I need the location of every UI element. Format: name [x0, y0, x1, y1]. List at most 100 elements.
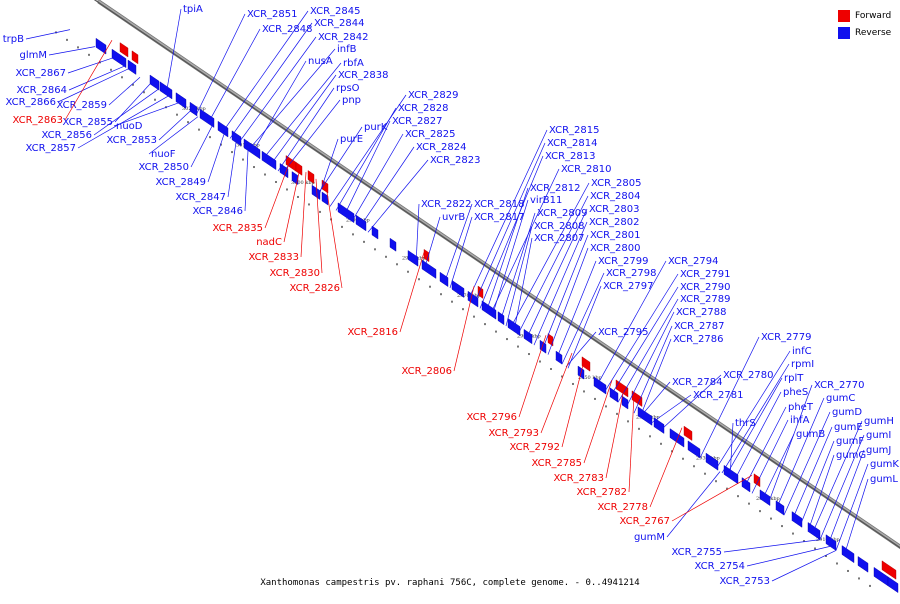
reverse-leader-line	[499, 212, 536, 323]
reverse-gene-label: uvrB	[442, 212, 465, 223]
reverse-leader-line	[244, 150, 249, 212]
forward-leader-line	[64, 39, 113, 121]
reverse-gene-label: XCR_2842	[318, 32, 369, 43]
track-dot	[682, 457, 684, 460]
reverse-leader-line	[595, 260, 667, 388]
reverse-gene-label: XCR_2814	[547, 138, 598, 149]
reverse-leader-line	[843, 478, 869, 557]
reverse-gene-label: XCR_2846	[192, 206, 243, 217]
reverse-leader-line	[415, 203, 420, 265]
track-dot	[429, 285, 431, 288]
track-dot	[704, 472, 706, 475]
reverse-gene-label: gumG	[836, 450, 866, 461]
track-dot	[176, 113, 178, 116]
forward-leader-line	[399, 252, 425, 333]
reverse-leader-line	[467, 129, 548, 301]
track-dot	[220, 143, 222, 146]
reverse-gene-label: gumE	[834, 422, 863, 433]
reverse-leader-line	[247, 48, 336, 151]
reverse-gene-block	[705, 452, 719, 471]
forward-leader-line	[518, 335, 547, 418]
reverse-leader-line	[190, 125, 213, 168]
track-dot	[110, 68, 112, 71]
reverse-gene-label: gumM	[634, 532, 665, 543]
reverse-leader-line	[229, 22, 313, 139]
reverse-leader-line	[148, 116, 199, 155]
reverse-gene-block	[807, 522, 821, 540]
reverse-gene-label: gumJ	[866, 445, 891, 456]
reverse-leader-line	[505, 225, 533, 327]
track-dot	[550, 368, 552, 370]
reverse-leader-line	[359, 146, 415, 227]
reverse-leader-line	[443, 203, 473, 285]
reverse-leader-line	[633, 325, 673, 414]
reverse-gene-label: XCR_2770	[814, 380, 865, 391]
tick-label: 2950 kbp	[578, 375, 602, 381]
reverse-leader-line	[479, 155, 544, 309]
reverse-leader-line	[729, 422, 734, 479]
track-dot	[759, 510, 761, 513]
reverse-gene-block	[759, 489, 771, 506]
reverse-leader-line	[165, 8, 182, 95]
forward-gene-block	[615, 379, 629, 398]
reverse-gene-label: XCR_2753	[719, 576, 770, 587]
track-dot	[187, 121, 189, 124]
reverse-gene-label: XCR_2798	[606, 268, 657, 279]
forward-gene-label: XCR_2778	[597, 502, 648, 513]
track-dot	[583, 390, 585, 393]
track-dot	[407, 270, 409, 273]
legend-label-reverse: Reverse	[855, 27, 892, 38]
track-dot	[627, 420, 629, 423]
reverse-leader-line	[699, 336, 760, 459]
track-dot	[649, 435, 651, 438]
track-dot	[572, 382, 574, 385]
reverse-leader-line	[473, 142, 546, 305]
track-dot	[605, 405, 607, 408]
reverse-leader-line	[567, 285, 602, 369]
forward-gene-block	[131, 50, 139, 65]
forward-gene-block	[881, 560, 897, 580]
forward-leader-line	[583, 380, 613, 464]
track-dot	[385, 255, 387, 258]
reverse-gene-label: XCR_2784	[672, 377, 723, 388]
track-dot	[77, 46, 79, 49]
forward-gene-label: nadC	[256, 237, 282, 248]
reverse-gene-label: rpmI	[791, 359, 814, 370]
reverse-leader-line	[237, 36, 317, 145]
reverse-gene-label: XCR_2812	[530, 183, 581, 194]
reverse-leader-line	[261, 62, 342, 161]
reverse-gene-label: XCR_2754	[694, 561, 745, 572]
reverse-gene-label: XCR_2790	[680, 282, 731, 293]
reverse-gene-label: infC	[792, 346, 812, 357]
reverse-leader-line	[485, 187, 529, 313]
reverse-leader-line	[723, 539, 821, 553]
track-dot	[440, 293, 442, 296]
forward-gene-label: XCR_2816	[347, 327, 398, 338]
track-dot	[352, 233, 354, 236]
reverse-leader-line	[751, 419, 789, 494]
reverse-leader-line	[541, 234, 589, 351]
track-dot	[803, 540, 805, 543]
forward-leader-line	[561, 361, 585, 448]
forward-gene-label: XCR_2835	[212, 223, 263, 234]
reverse-gene-label: trpB	[3, 34, 24, 45]
reverse-leader-line	[489, 168, 560, 316]
forward-gene-block	[631, 390, 643, 407]
reverse-gene-label: rplT	[784, 373, 804, 384]
reverse-gene-label: XCR_2810	[561, 164, 612, 175]
track-dot	[836, 562, 838, 565]
reverse-gene-label: XCR_2844	[314, 18, 365, 29]
forward-gene-block	[753, 473, 761, 488]
reverse-leader-line	[509, 182, 590, 329]
reverse-leader-line	[649, 394, 692, 425]
reverse-gene-label: gumK	[870, 459, 899, 470]
track-dot	[462, 308, 464, 311]
reverse-gene-label: XCR_2853	[106, 135, 157, 146]
reverse-gene-block	[593, 376, 607, 395]
reverse-leader-line	[108, 76, 141, 106]
reverse-swatch-icon	[838, 26, 850, 39]
reverse-gene-label: XCR_2847	[175, 192, 226, 203]
reverse-leader-line	[207, 28, 261, 124]
track-dot	[363, 240, 365, 243]
